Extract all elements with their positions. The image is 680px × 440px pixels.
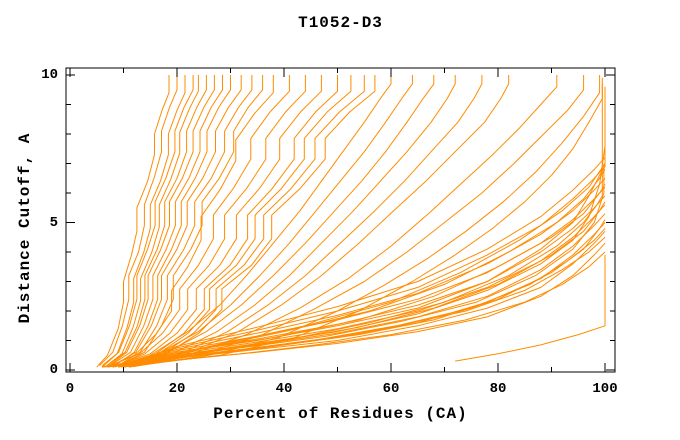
- model-curve: [107, 236, 606, 367]
- model-curve: [126, 201, 606, 367]
- model-curve: [128, 75, 601, 368]
- model-curve: [118, 166, 606, 367]
- model-curve: [112, 228, 606, 367]
- model-curve: [99, 75, 178, 366]
- model-curve: [102, 251, 606, 367]
- x-tick-label: 80: [489, 381, 507, 397]
- model-curve: [123, 75, 558, 368]
- model-curve: [109, 75, 223, 367]
- model-curve: [115, 75, 413, 367]
- plot-border: [65, 67, 616, 373]
- model-curve: [115, 177, 606, 367]
- model-curve: [120, 75, 456, 367]
- model-curve: [115, 75, 253, 368]
- x-tick-label: 100: [592, 381, 618, 397]
- model-curve: [128, 169, 606, 368]
- x-axis-label: Percent of Residues (CA): [213, 405, 468, 423]
- model-curve: [117, 75, 264, 367]
- y-tick-label: 10: [41, 67, 58, 83]
- model-curve: [123, 219, 606, 368]
- x-tick-label: 60: [382, 381, 400, 397]
- model-curve: [118, 163, 605, 367]
- model-curve: [123, 75, 376, 367]
- model-curve: [107, 75, 207, 366]
- x-tick-label: 20: [168, 381, 186, 397]
- model-curve: [112, 75, 306, 368]
- model-curve: [134, 83, 603, 367]
- chart-title: T1052-D3: [298, 14, 383, 32]
- model-curve: [120, 122, 606, 367]
- model-curve: [112, 186, 606, 368]
- model-curve: [123, 75, 483, 368]
- x-tick-label: 40: [275, 381, 293, 397]
- model-curve: [112, 75, 392, 368]
- model-curve: [115, 75, 322, 367]
- model-curve: [118, 75, 435, 368]
- model-curve: [112, 75, 231, 368]
- model-curve: [101, 75, 186, 368]
- model-curve: [455, 254, 606, 362]
- model-curve: [104, 75, 199, 368]
- y-tick-label: 5: [49, 214, 58, 231]
- model-curve: [107, 75, 215, 368]
- model-curve: [128, 183, 606, 367]
- model-curve: [107, 75, 274, 368]
- model-curve: [118, 157, 606, 368]
- x-tick-label: 0: [65, 381, 75, 397]
- model-curve: [118, 75, 338, 368]
- model-curve: [109, 75, 290, 367]
- model-curve: [96, 75, 170, 368]
- model-curve: [112, 75, 242, 367]
- model-curve: [120, 75, 365, 368]
- model-curve: [101, 75, 194, 366]
- model-curve: [102, 242, 606, 368]
- model-curve: [134, 163, 606, 367]
- model-curve: [118, 75, 352, 367]
- y-tick-label: 0: [49, 362, 58, 378]
